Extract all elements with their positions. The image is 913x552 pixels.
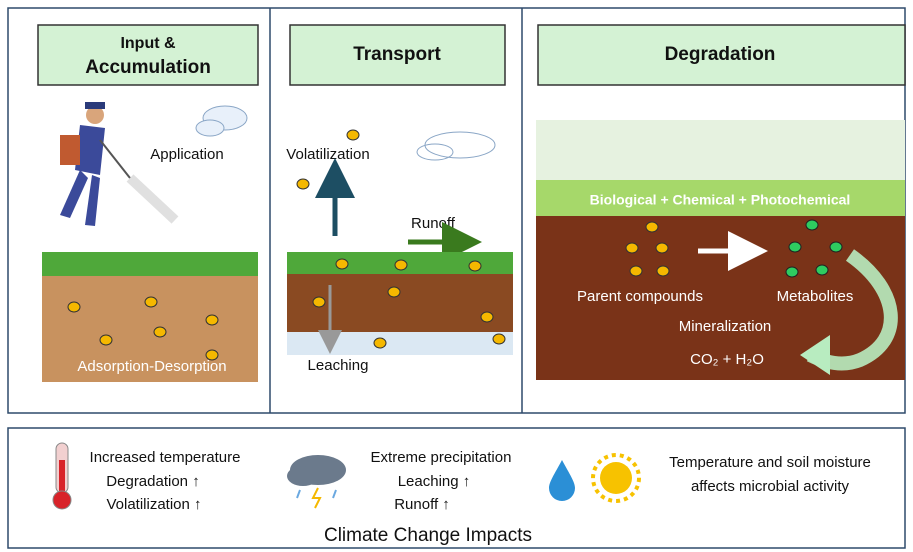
diagram: Input & Accumulation Transport Degradati…: [0, 0, 913, 552]
shape: [336, 259, 348, 269]
label: Mineralization: [679, 318, 772, 335]
shape: [287, 466, 319, 486]
shape: [130, 178, 175, 220]
impact-heading: Temperature and soil moisture: [669, 454, 871, 471]
sun: [593, 455, 639, 501]
shape: [313, 488, 320, 508]
impact-heading: Extreme precipitation: [371, 449, 512, 466]
shape: [100, 140, 130, 178]
shape: [145, 297, 157, 307]
shape: [206, 315, 218, 325]
impacts-title: Climate Change Impacts: [324, 525, 532, 546]
shape: [60, 135, 80, 165]
shape: [657, 266, 669, 276]
label: Leaching: [308, 357, 369, 374]
impact-heading: Increased temperature: [90, 449, 241, 466]
panel-title: Accumulation: [85, 57, 211, 78]
panel-title: Input &: [120, 35, 176, 52]
shape: [297, 490, 300, 498]
storm-cloud: [287, 455, 346, 508]
cloud: [196, 106, 247, 136]
shape: [59, 460, 65, 495]
label: Biological + Chemical + Photochemical: [590, 192, 851, 208]
label: Adsorption-Desorption: [77, 358, 226, 375]
shape: [388, 287, 400, 297]
shape: [85, 175, 100, 226]
impact-heading: affects microbial activity: [691, 478, 850, 495]
label: Application: [150, 146, 223, 163]
shape: [626, 243, 638, 253]
panel-title: Degradation: [665, 44, 776, 65]
shape: [816, 265, 828, 275]
cloud: [417, 132, 495, 160]
shape: [60, 170, 88, 218]
grass: [42, 252, 258, 276]
shape: [100, 335, 112, 345]
shape: [786, 267, 798, 277]
impact-effect: Volatilization ↑: [106, 496, 201, 513]
label: Runoff: [411, 215, 456, 232]
shape: [646, 222, 658, 232]
shape: [53, 491, 71, 509]
shape: [830, 242, 842, 252]
shape: [154, 327, 166, 337]
shape: [417, 144, 453, 160]
shape: [196, 120, 224, 136]
sprayer-person: [60, 102, 175, 226]
label: CO₂ + H₂O: [690, 351, 764, 368]
shape: [347, 130, 359, 140]
water-drop: [549, 460, 575, 501]
shape: [600, 462, 632, 494]
water-layer: [287, 330, 513, 355]
label: Volatilization: [286, 146, 369, 163]
shape: [297, 179, 309, 189]
shape: [68, 302, 80, 312]
thermometer: [53, 443, 71, 509]
shape: [333, 490, 336, 498]
shape: [789, 242, 801, 252]
label: Parent compounds: [577, 288, 703, 305]
page: {"panels": { "input": {"title_line1": "I…: [0, 0, 913, 552]
shape: [374, 338, 386, 348]
shape: [425, 132, 495, 158]
impact-effect: Runoff ↑: [394, 496, 450, 513]
shape: [395, 260, 407, 270]
shape: [656, 243, 668, 253]
shape: [806, 220, 818, 230]
shape: [469, 261, 481, 271]
shape: [313, 297, 325, 307]
label: Metabolites: [777, 288, 854, 305]
impact-effect: Degradation ↑: [106, 473, 199, 490]
impact-effect: Leaching ↑: [398, 473, 471, 490]
panel-title: Transport: [353, 44, 441, 65]
shape: [493, 334, 505, 344]
shape: [630, 266, 642, 276]
shape: [481, 312, 493, 322]
shape: [85, 102, 105, 109]
